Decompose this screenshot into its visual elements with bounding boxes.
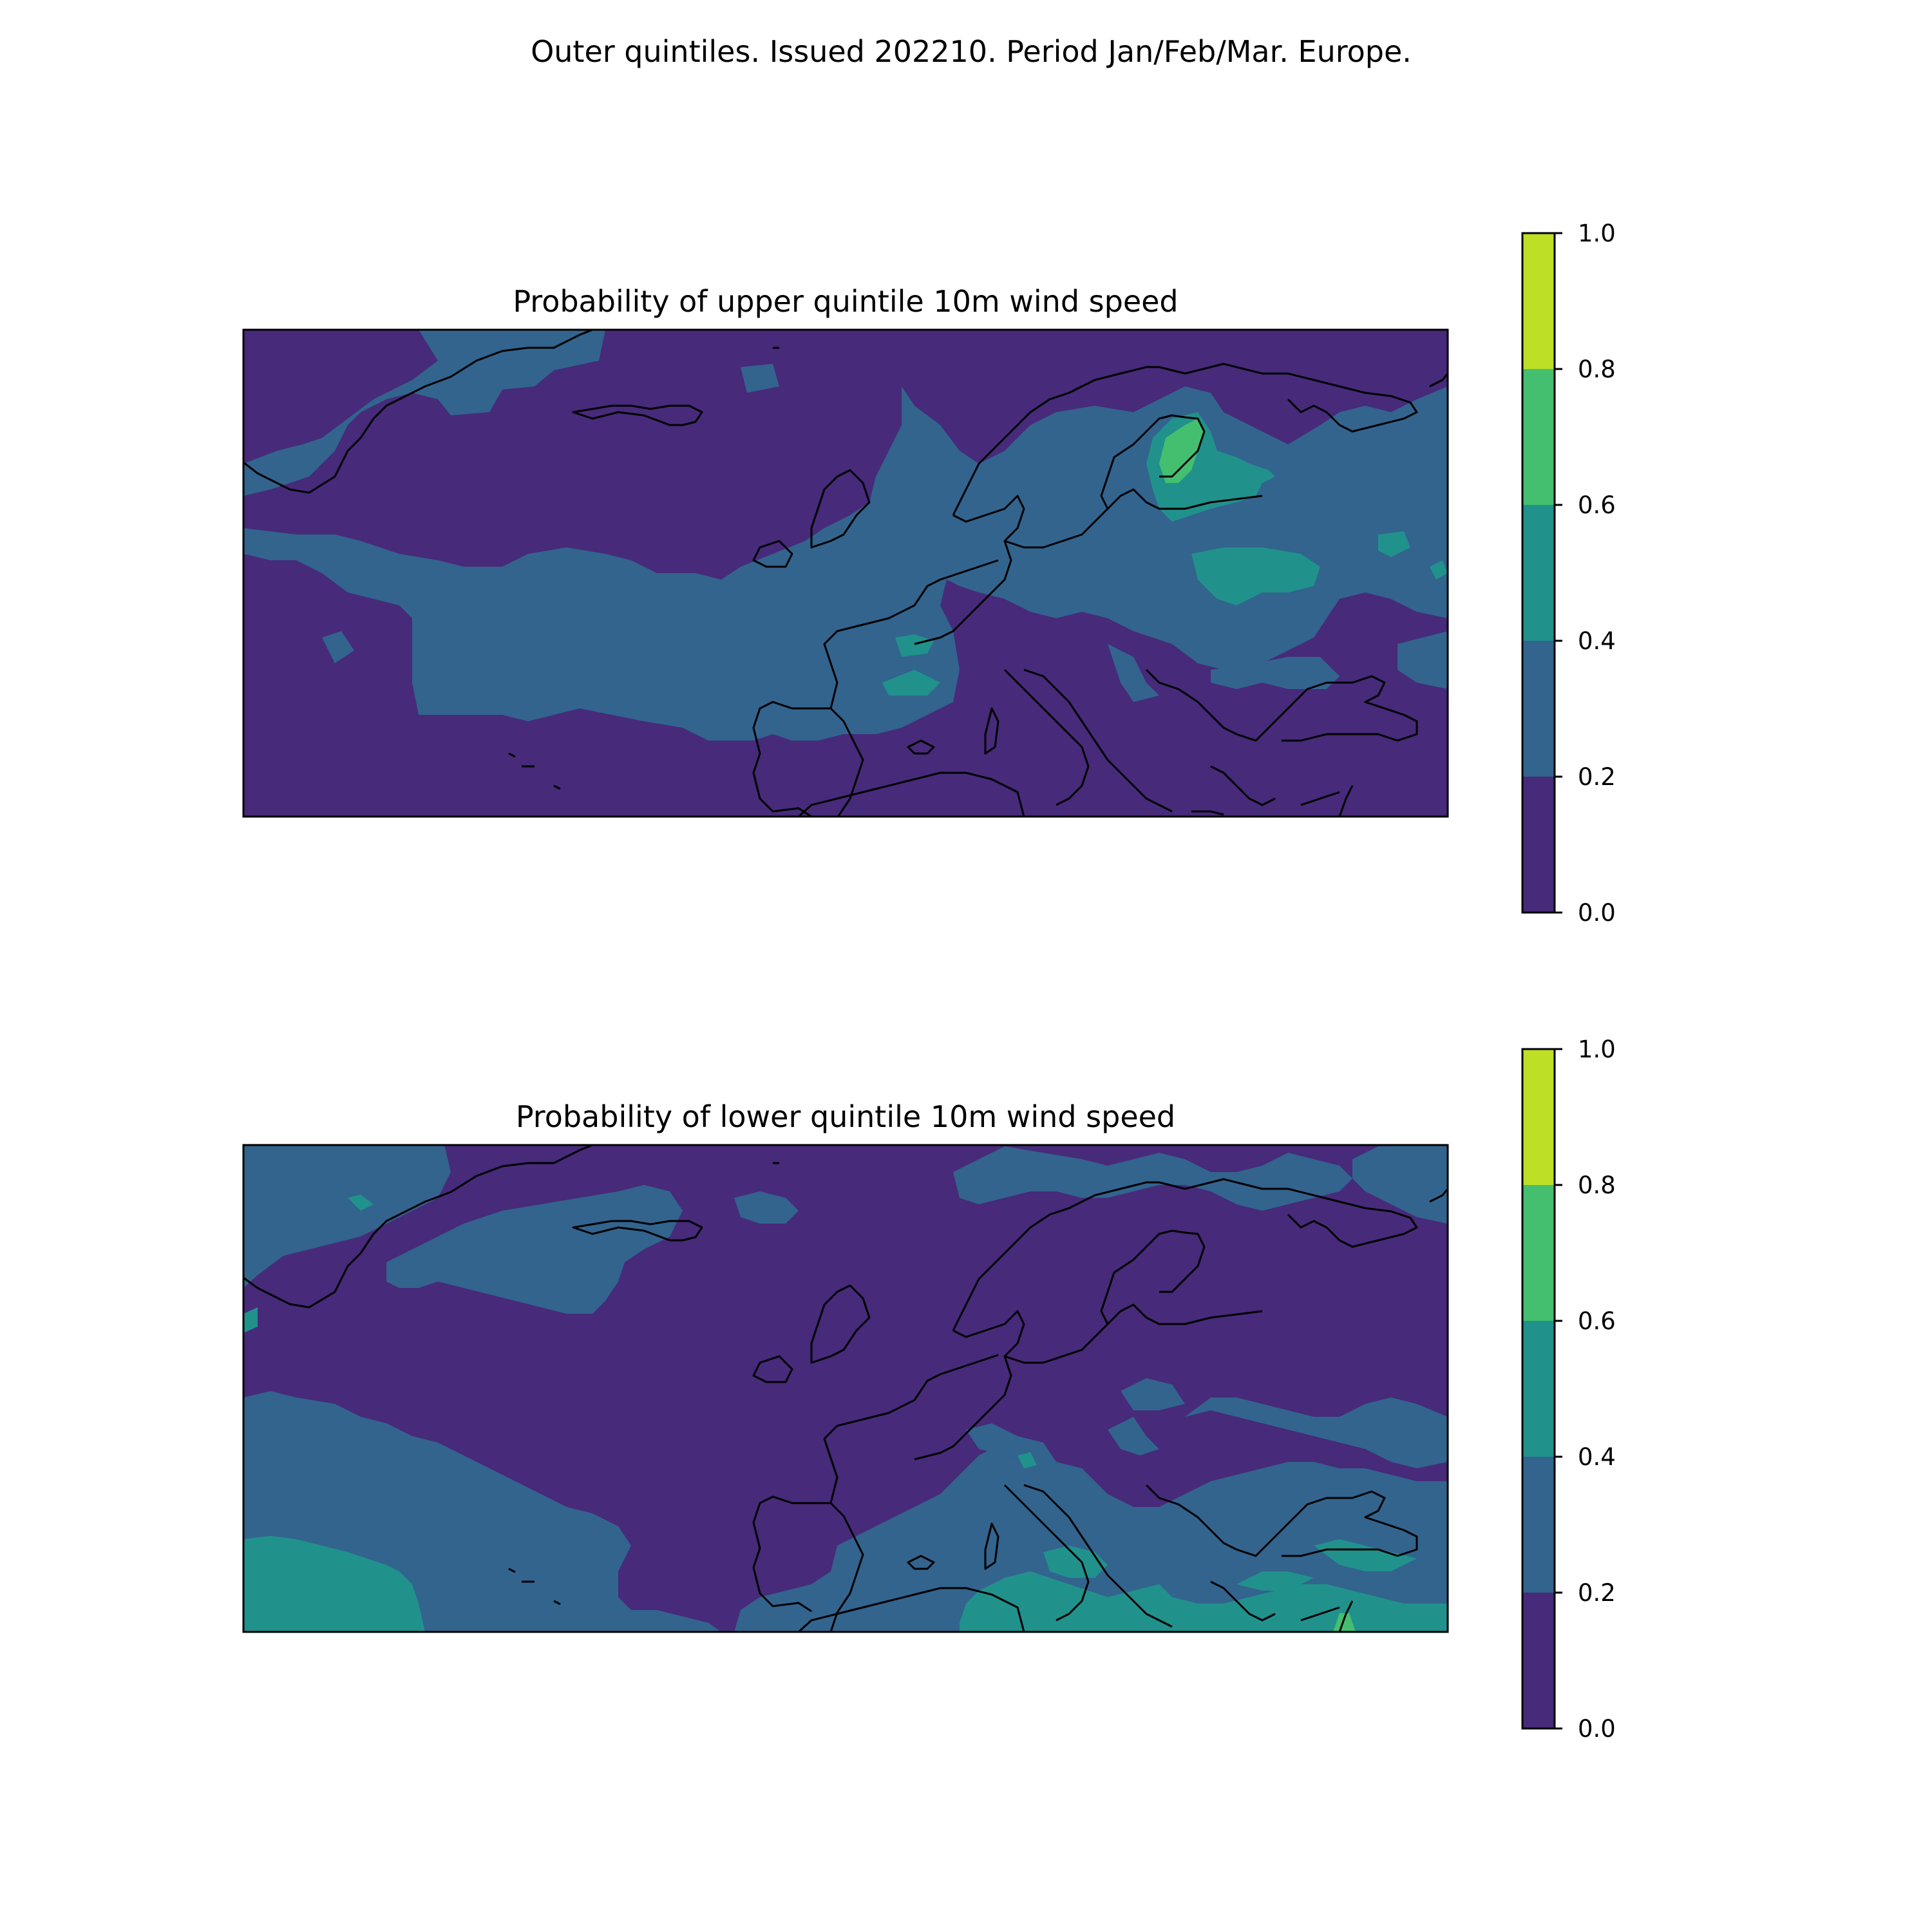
band-0.2-0.4 [1121, 1378, 1185, 1410]
band-0.2-0.4 [953, 1146, 1352, 1211]
band-0.4-0.6 [1314, 1539, 1417, 1571]
colorbar-segment [1522, 641, 1555, 777]
panel-title: Probability of upper quintile 10m wind s… [513, 284, 1178, 319]
colorbar-tick-label: 0.6 [1578, 1307, 1616, 1335]
band-0.4-0.6 [1236, 1571, 1314, 1591]
map-frame [242, 1144, 1449, 1633]
map-frame [242, 328, 1449, 818]
colorbar-tick-label: 0.0 [1578, 1715, 1616, 1743]
colorbar-tick-label: 0.6 [1578, 491, 1616, 519]
band-0.4-0.6 [882, 670, 940, 696]
band-0.6-0.8 [1333, 1613, 1356, 1632]
band-0.4-0.6 [1191, 547, 1320, 605]
coastlines [243, 330, 1448, 817]
band-0.4-0.6 [1018, 1452, 1037, 1468]
band-0.4-0.6 [243, 1307, 258, 1333]
panel-title: Probability of lower quintile 10m wind s… [516, 1099, 1175, 1134]
colorbar: 0.0 0.2 0.4 0.6 0.8 1.0 [1521, 1036, 1616, 1743]
colorbar-ticks [1555, 1048, 1562, 1730]
colorbar-tick-label: 0.4 [1578, 1443, 1616, 1471]
band-0.2-0.4 [243, 457, 277, 483]
colorbar-segment [1522, 1457, 1555, 1593]
band-0.2-0.4 [386, 1185, 683, 1314]
probability-map [243, 330, 1448, 817]
band-0.2-0.4 [1185, 1397, 1448, 1468]
figure-suptitle: Outer quintiles. Issued 202210. Period J… [531, 34, 1412, 69]
band-0.4-0.6 [348, 1195, 374, 1211]
colorbar-tick-label: 1.0 [1578, 220, 1616, 247]
colorbar-segment [1522, 1593, 1555, 1728]
band-0.2-0.4 [243, 330, 605, 496]
colorbar-tick-label: 0.2 [1578, 1579, 1616, 1607]
band-0.4-0.6 [243, 1536, 425, 1632]
colorbar-tick-label: 0.4 [1578, 627, 1616, 655]
colorbar-frame [1521, 232, 1556, 914]
band-0.2-0.4 [1211, 657, 1340, 689]
colorbar-segment [1522, 369, 1555, 505]
band-0.4-0.6 [895, 634, 934, 657]
band-0.2-0.4 [1352, 1145, 1448, 1224]
band-0.2-0.4 [741, 364, 779, 393]
band-0.2-0.4 [1397, 631, 1448, 689]
panel-lower-quintile: Probability of lower quintile 10m wind s… [242, 1036, 1616, 1743]
colorbar-tick-label: 0.0 [1578, 899, 1616, 927]
band-0.2-0.4 [1108, 1417, 1159, 1455]
colorbar-frame [1521, 1048, 1556, 1730]
colorbar-segment [1522, 505, 1555, 641]
colorbar-tick-label: 0.2 [1578, 763, 1616, 791]
band-0.4-0.6 [960, 1571, 1448, 1632]
band-0.2-0.4 [243, 1145, 451, 1288]
colorbar-ticks [1555, 232, 1562, 914]
band-0.2-0.4 [1108, 644, 1159, 702]
colorbar-segment [1522, 777, 1555, 913]
band-0.2-0.4 [243, 386, 1448, 741]
colorbar-segment [1522, 1049, 1555, 1185]
colorbar-tick-label: 1.0 [1578, 1036, 1616, 1063]
panel-upper-quintile: Probability of upper quintile 10m wind s… [242, 220, 1616, 927]
band-0.6-0.8 [1159, 419, 1204, 483]
colorbar-segment [1522, 233, 1555, 369]
colorbar-tick-label: 0.8 [1578, 355, 1616, 383]
band-0.2-0.4 [734, 1191, 799, 1224]
band-0.4-0.6 [1378, 531, 1410, 557]
colorbar: 0.0 0.2 0.4 0.6 0.8 1.0 [1521, 220, 1616, 927]
coastlines [243, 1145, 1448, 1632]
colorbar-segment [1522, 1321, 1555, 1457]
colorbar-tick-label: 0.8 [1578, 1171, 1616, 1199]
colorbar-segment [1522, 1185, 1555, 1321]
band-0.4-0.6 [1430, 560, 1448, 580]
probability-map [243, 1145, 1448, 1632]
band-0.2-0.4 [322, 631, 354, 663]
band-0.2-0.4 [966, 1423, 1056, 1462]
band-0.4-0.6 [1043, 1546, 1108, 1578]
